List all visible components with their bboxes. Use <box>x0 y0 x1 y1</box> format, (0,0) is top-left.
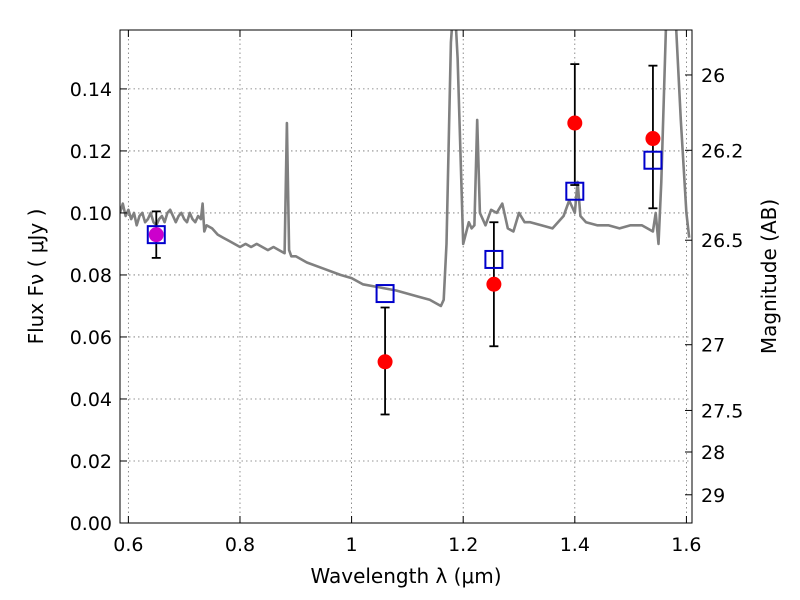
model-photometry-square <box>484 249 504 269</box>
y-tick-label: 0.14 <box>70 79 112 101</box>
right-tick-label: 26 <box>701 65 725 87</box>
y-tick-label: 0.06 <box>70 327 112 349</box>
right-tick-label: 27 <box>701 335 725 357</box>
x-tick-label: 1.2 <box>448 534 478 556</box>
observed-point <box>377 354 393 370</box>
y-axis-label: Flux Fν ( μJy ) <box>24 209 48 345</box>
grid-lines <box>120 30 692 524</box>
observed-points <box>148 115 661 370</box>
model-spectrum <box>120 30 691 308</box>
right-axis-label: Magnitude (AB) <box>757 199 781 354</box>
y-tick-label: 0.12 <box>70 141 112 163</box>
y-tick-label: 0.02 <box>70 451 112 473</box>
model-photometry-square <box>375 284 395 304</box>
model-photometry-square <box>146 225 166 245</box>
observed-point <box>486 276 502 292</box>
tick-labels: 0.6 0.8 1 1.2 1.4 1.6 0.00 0.02 0.04 0.06 0.08 0.10… <box>70 65 744 556</box>
right-tick-label: 26.5 <box>701 230 743 252</box>
observed-point <box>645 131 661 147</box>
y-tick-label: 0.08 <box>70 265 112 287</box>
spectrum-line <box>120 30 691 308</box>
right-tick-label: 26.2 <box>701 140 743 162</box>
x-tick-label: 0.8 <box>225 534 255 556</box>
y-tick-label: 0.04 <box>70 389 112 411</box>
x-tick-label: 1.6 <box>671 534 701 556</box>
model-photometry-points <box>146 150 663 304</box>
model-photometry-square <box>565 181 585 201</box>
x-tick-label: 1 <box>346 534 358 556</box>
y-tick-label: 0.00 <box>70 513 112 535</box>
observed-point <box>148 227 164 243</box>
right-tick-label: 27.5 <box>701 400 743 422</box>
model-photometry-square <box>643 150 663 170</box>
x-tick-label: 0.6 <box>113 534 143 556</box>
x-tick-label: 1.4 <box>560 534 590 556</box>
observed-point <box>567 115 583 131</box>
x-axis-label: Wavelength λ (μm) <box>310 564 501 588</box>
y-tick-label: 0.10 <box>70 203 112 225</box>
right-tick-label: 29 <box>701 485 725 507</box>
right-tick-label: 28 <box>701 442 725 464</box>
plot-frame <box>119 29 693 524</box>
axis-ticks <box>120 30 692 524</box>
